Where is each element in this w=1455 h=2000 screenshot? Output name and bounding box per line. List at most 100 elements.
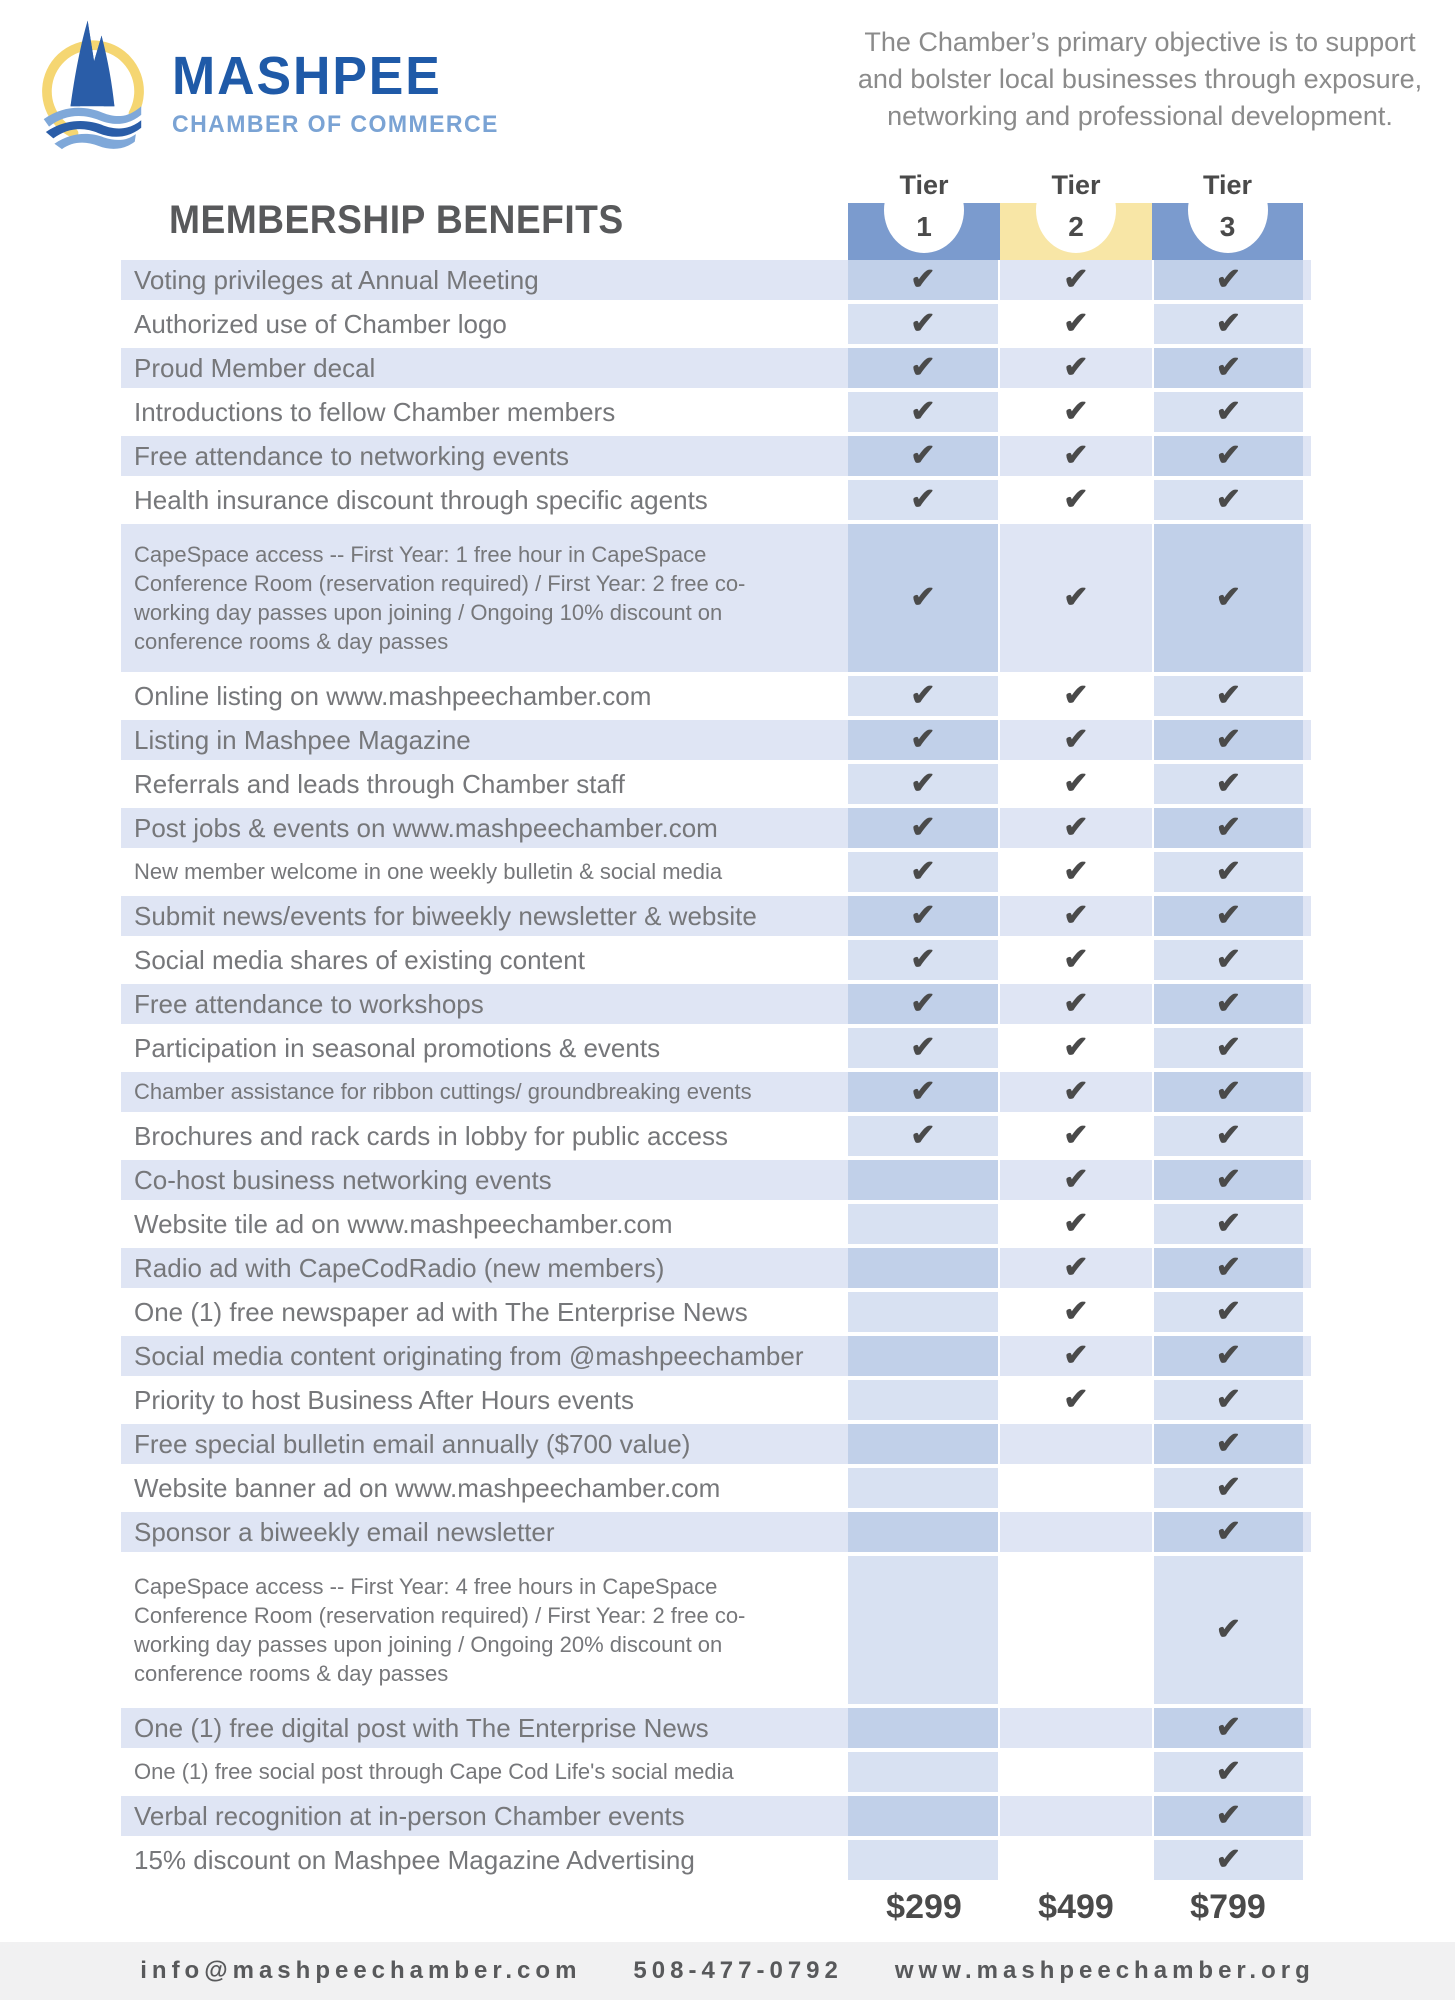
check-icon: ✔ — [910, 351, 936, 384]
check-icon: ✔ — [1215, 581, 1242, 614]
tier-1-cell: ✔ — [848, 260, 1000, 300]
tier-3-cell: ✔ — [1152, 940, 1303, 980]
brand-name: MASHPEE — [172, 46, 442, 106]
benefit-row: Health insurance discount through specif… — [121, 480, 1311, 520]
tier-3-cell: ✔ — [1152, 524, 1303, 672]
check-icon: ✔ — [1215, 1755, 1242, 1788]
benefit-label: CapeSpace access -- First Year: 1 free h… — [134, 542, 746, 654]
benefit-label: Listing in Mashpee Magazine — [134, 724, 471, 755]
footer-email: info@mashpeechamber.com — [140, 1957, 582, 1984]
check-icon: ✔ — [1215, 943, 1242, 976]
tier-1-cell — [848, 1336, 1000, 1376]
tier-3-cell: ✔ — [1152, 1160, 1303, 1200]
row-edge — [1303, 1468, 1311, 1508]
tier-3-cell: ✔ — [1152, 1512, 1303, 1552]
tier-1-cell: ✔ — [848, 764, 1000, 804]
footer: info@mashpeechamber.com 508-477-0792 www… — [0, 1942, 1455, 2000]
tier-2-cell — [1000, 1796, 1152, 1836]
benefit-label: Proud Member decal — [134, 352, 376, 383]
benefit-label: Submit news/events for biweekly newslett… — [134, 900, 757, 931]
check-icon: ✔ — [1215, 439, 1242, 472]
tier-3-cell: ✔ — [1152, 720, 1303, 760]
row-edge — [1303, 1512, 1311, 1552]
check-icon: ✔ — [1215, 1119, 1242, 1152]
benefit-row: Free attendance to networking events ✔ ✔… — [121, 436, 1311, 476]
benefit-label: Co-host business networking events — [134, 1164, 552, 1195]
check-icon: ✔ — [1215, 351, 1242, 384]
tier-1-cell: ✔ — [848, 524, 1000, 672]
tier-2-cell — [1000, 1468, 1152, 1508]
tier-2-cell: ✔ — [1000, 940, 1152, 980]
page-title: MEMBERSHIP BENEFITS — [169, 198, 624, 242]
check-icon: ✔ — [1063, 483, 1089, 516]
tier-3-cell: ✔ — [1152, 764, 1303, 804]
check-icon: ✔ — [1215, 1207, 1242, 1240]
tier-1-cell: ✔ — [848, 896, 1000, 936]
tier-3-number: 3 — [1219, 211, 1236, 242]
tier-3-cell: ✔ — [1152, 1072, 1303, 1112]
intro-text: The Chamber’s primary objective is to su… — [857, 27, 1423, 131]
tier-2-word: Tier — [1051, 170, 1101, 200]
tier-2-cell: ✔ — [1000, 1028, 1152, 1068]
tier-1-cell: ✔ — [848, 480, 1000, 520]
tier-3-header: Tier 3 — [1152, 167, 1303, 260]
check-icon: ✔ — [1063, 581, 1089, 614]
check-icon: ✔ — [1215, 1339, 1242, 1372]
tier-3-cell: ✔ — [1152, 304, 1303, 344]
benefit-row: Sponsor a biweekly email newsletter ✔ — [121, 1512, 1311, 1552]
tier-1-cell — [848, 1840, 1000, 1880]
row-edge — [1303, 1292, 1311, 1332]
tier-1-cell — [848, 1292, 1000, 1332]
row-edge — [1303, 1160, 1311, 1200]
row-edge — [1303, 348, 1311, 388]
sailboat-logo-icon — [42, 20, 144, 150]
tier-1-cell: ✔ — [848, 852, 1000, 892]
tier-2-header: Tier 2 — [1000, 167, 1152, 260]
benefit-row: One (1) free digital post with The Enter… — [121, 1708, 1311, 1748]
tier-3-cell: ✔ — [1152, 896, 1303, 936]
row-edge — [1303, 1116, 1311, 1156]
tier-3-cell: ✔ — [1152, 392, 1303, 432]
benefit-row: CapeSpace access -- First Year: 4 free h… — [121, 1556, 1311, 1704]
check-icon: ✔ — [910, 767, 936, 800]
tier-2-cell: ✔ — [1000, 896, 1152, 936]
check-icon: ✔ — [910, 899, 936, 932]
check-icon: ✔ — [1063, 767, 1089, 800]
benefit-label: Verbal recognition at in-person Chamber … — [134, 1800, 685, 1831]
benefit-label: Free attendance to workshops — [134, 988, 484, 1019]
check-icon: ✔ — [1063, 1207, 1089, 1240]
benefits-table: MEMBERSHIP BENEFITS Tier 1 Tier 2 Tier 3 — [121, 167, 1311, 1927]
check-icon: ✔ — [1215, 395, 1242, 428]
row-edge — [1303, 1796, 1311, 1836]
check-icon: ✔ — [1063, 351, 1089, 384]
price-row-spacer — [121, 1888, 848, 1927]
row-edge — [1303, 1556, 1311, 1704]
tier-1-cell: ✔ — [848, 436, 1000, 476]
row-edge — [1303, 764, 1311, 804]
tier-1-header: Tier 1 — [848, 167, 1000, 260]
tier-2-cell: ✔ — [1000, 808, 1152, 848]
check-icon: ✔ — [1063, 1163, 1089, 1196]
tier-1-cell: ✔ — [848, 984, 1000, 1024]
benefit-label: One (1) free social post through Cape Co… — [134, 1759, 734, 1784]
header: MASHPEE CHAMBER OF COMMERCE The Chamber’… — [0, 0, 1455, 170]
check-icon: ✔ — [910, 307, 936, 340]
tier-2-cell: ✔ — [1000, 1248, 1152, 1288]
row-edge — [1303, 676, 1311, 716]
row-edge — [1303, 436, 1311, 476]
benefit-label: New member welcome in one weekly bulleti… — [134, 859, 723, 884]
row-edge — [1303, 852, 1311, 892]
check-icon: ✔ — [910, 439, 936, 472]
check-icon: ✔ — [1215, 767, 1242, 800]
row-edge — [1303, 1424, 1311, 1464]
benefit-row: Free attendance to workshops ✔ ✔ ✔ — [121, 984, 1311, 1024]
check-icon: ✔ — [910, 855, 936, 888]
logo-text: MASHPEE CHAMBER OF COMMERCE — [172, 45, 513, 139]
tier-1-cell: ✔ — [848, 1028, 1000, 1068]
row-edge — [1303, 1708, 1311, 1748]
tier-3-cell: ✔ — [1152, 480, 1303, 520]
tier-2-cell: ✔ — [1000, 1072, 1152, 1112]
tier-1-cell — [848, 1248, 1000, 1288]
check-icon: ✔ — [1215, 1383, 1242, 1416]
check-icon: ✔ — [910, 581, 936, 614]
